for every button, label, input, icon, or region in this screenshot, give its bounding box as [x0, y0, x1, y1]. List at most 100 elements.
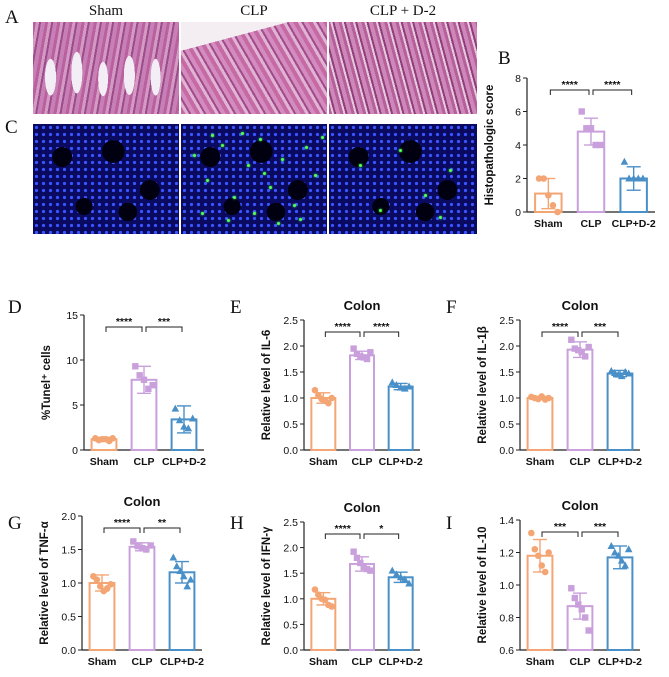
x-tick-label: CLP: [352, 656, 373, 668]
significance-bracket: [541, 331, 579, 337]
y-tick-label: 1.0: [61, 578, 76, 590]
y-tick-label: 0: [72, 445, 78, 457]
data-point: [147, 542, 154, 549]
significance-bracket: [143, 527, 181, 533]
x-tick-label: CLP+D-2: [598, 656, 642, 668]
y-tick-label: 1.5: [61, 545, 76, 557]
y-tick-label: 0.5: [499, 419, 514, 431]
chart-title: Colon: [562, 298, 599, 313]
y-tick-label: 1.4: [499, 515, 514, 527]
y-tick-label: 1.5: [283, 367, 298, 379]
data-point: [180, 422, 188, 430]
data-point: [614, 551, 623, 559]
data-point: [571, 594, 578, 602]
panel-label-i: I: [446, 513, 453, 534]
y-tick-label: 5: [72, 400, 78, 412]
data-point: [179, 572, 188, 580]
data-point: [172, 562, 181, 570]
data-point: [109, 435, 116, 442]
x-tick-label: Sham: [526, 656, 555, 668]
y-tick-label: 0.8: [499, 613, 514, 625]
data-point: [357, 559, 364, 567]
significance-bracket: [541, 531, 579, 537]
y-tick-label: 0: [515, 207, 521, 219]
data-point: [96, 583, 104, 590]
he-micrograph-sham: [33, 22, 179, 114]
data-point: [535, 175, 543, 182]
y-tick-label: 4: [515, 140, 521, 152]
data-point: [363, 565, 371, 573]
y-tick-label: 2.0: [499, 341, 514, 353]
data-point: [639, 174, 647, 182]
data-point: [607, 542, 616, 549]
y-tick-label: 2.0: [61, 511, 76, 523]
data-point: [624, 545, 633, 553]
significance-label: ***: [158, 316, 171, 328]
data-point: [149, 382, 156, 389]
data-point: [136, 372, 143, 379]
data-point: [617, 372, 626, 380]
y-tick-label: 1.5: [283, 568, 298, 580]
panel-label-f: F: [446, 297, 457, 318]
significance-bracket: [324, 331, 361, 337]
data-point: [171, 404, 180, 412]
y-tick-label: 1.0: [283, 594, 298, 606]
panel-label-a: A: [5, 7, 19, 28]
data-point: [624, 369, 633, 377]
y-tick-label: 0.5: [283, 619, 298, 631]
y-tick-label: 1.5: [499, 367, 514, 379]
data-point: [401, 575, 409, 583]
data-point: [363, 355, 371, 363]
y-tick-label: 1.0: [283, 393, 298, 405]
data-point: [353, 350, 361, 357]
data-point: [568, 336, 575, 343]
data-point: [597, 141, 604, 149]
x-tick-label: CLP+D-2: [379, 656, 423, 668]
significance-bracket: [324, 533, 361, 539]
data-point: [350, 548, 357, 555]
data-point: [545, 549, 552, 556]
y-axis-label: Relative level of IL-6: [261, 330, 273, 441]
data-point: [554, 208, 561, 216]
data-point: [583, 125, 590, 132]
data-point: [585, 627, 592, 634]
chart-title: Colon: [124, 494, 161, 509]
image-title-sham: Sham: [88, 3, 124, 19]
significance-label: ***: [594, 521, 607, 533]
significance-label: ****: [373, 321, 390, 333]
y-tick-label: 6: [515, 107, 521, 119]
y-axis-label: Histopathologic score: [484, 85, 496, 206]
data-point: [328, 394, 336, 402]
y-tick-label: 0.0: [283, 645, 298, 657]
panel-label-e: E: [230, 297, 242, 318]
data-point: [321, 596, 329, 604]
y-tick-label: 0.0: [283, 445, 298, 457]
data-point: [357, 353, 364, 360]
significance-bracket: [105, 326, 143, 332]
data-point: [353, 554, 361, 562]
x-tick-label: Sham: [90, 456, 119, 468]
image-title-clp: CLP: [240, 3, 268, 19]
bar: [606, 556, 634, 651]
tunel-micrograph-clp-d2: [329, 124, 477, 234]
data-point: [582, 614, 589, 621]
he-micrograph-clp-d2: [329, 22, 477, 114]
data-point: [188, 414, 197, 422]
data-point: [311, 586, 319, 593]
data-point: [311, 386, 319, 394]
significance-bracket: [103, 527, 141, 533]
significance-bracket: [592, 89, 633, 95]
data-point: [183, 582, 192, 590]
panel-label-g: G: [8, 513, 22, 534]
y-tick-label: 0.0: [499, 445, 514, 457]
data-point: [578, 108, 585, 115]
image-title-clp-d2: CLP + D-2: [369, 3, 437, 19]
x-tick-label: Sham: [88, 656, 117, 668]
significance-label: ****: [334, 523, 351, 535]
data-point: [592, 141, 599, 149]
data-point: [367, 567, 374, 574]
data-point: [360, 354, 367, 361]
x-tick-label: CLP: [132, 656, 153, 668]
data-point: [138, 544, 146, 552]
significance-bracket: [145, 326, 183, 332]
